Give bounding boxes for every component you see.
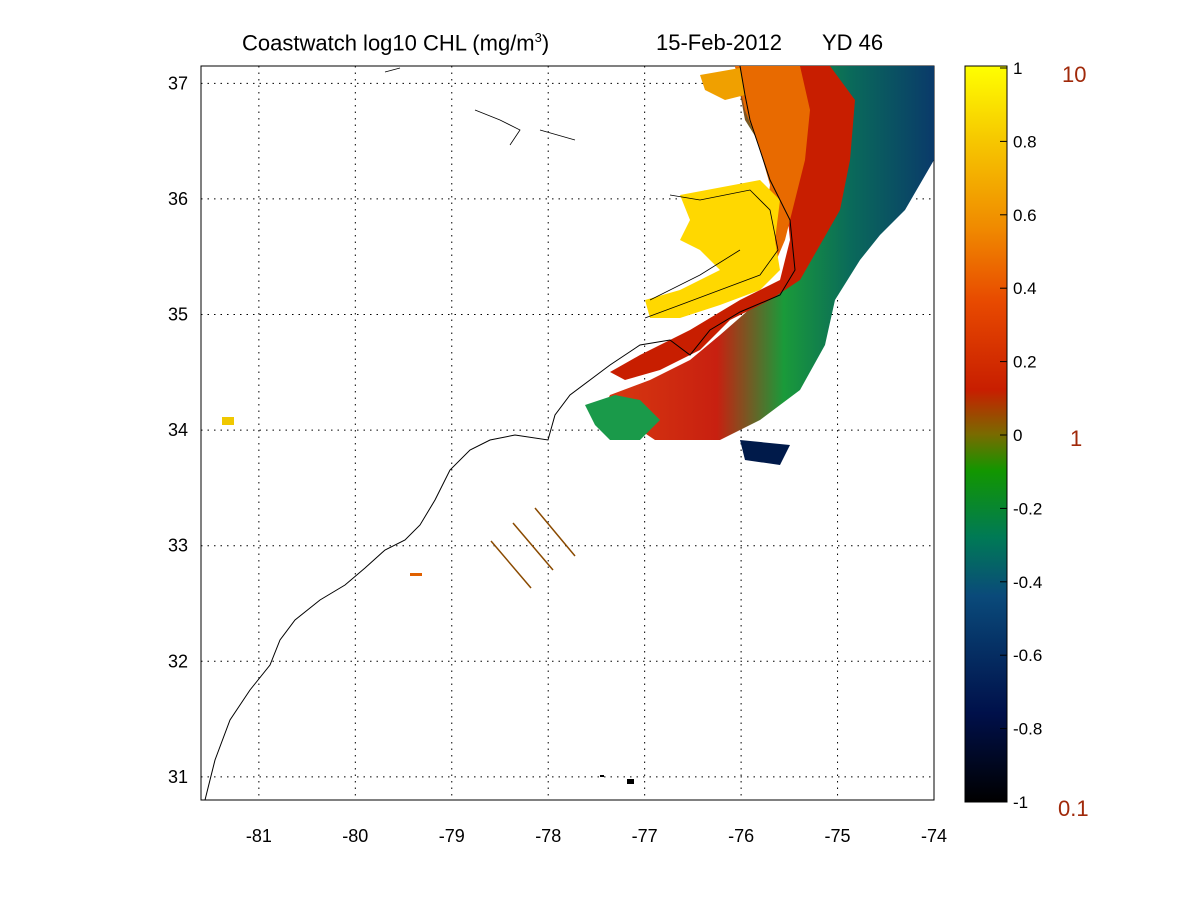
chlorophyll-imagery — [222, 66, 934, 784]
colorbar-tick-label: 0 — [1013, 426, 1022, 445]
sound-shoreline — [644, 189, 779, 319]
linear-scale-labels: 10 1 0.1 — [1058, 62, 1089, 821]
colorbar-tick-label: 0.2 — [1013, 353, 1037, 372]
colorbar-tick-label: 0.4 — [1013, 279, 1037, 298]
latitude-tick-label: 35 — [168, 305, 188, 325]
inland-water — [384, 67, 576, 146]
latitude-tick-label: 37 — [168, 73, 188, 93]
map-title: Coastwatch log10 CHL (mg/m3) — [242, 30, 549, 56]
colorbar-tick-label: 1 — [1013, 59, 1022, 78]
latitude-tick-label: 34 — [168, 420, 188, 440]
title-date: 15-Feb-2012 — [656, 30, 782, 55]
colorbar-tick-label: -0.6 — [1013, 646, 1042, 665]
title-yearday: YD 46 — [822, 30, 884, 55]
longitude-tick-label: -75 — [825, 826, 851, 846]
coastline — [204, 65, 796, 801]
longitude-tick-label: -81 — [246, 826, 272, 846]
title-text: Coastwatch log10 CHL (mg/m — [242, 30, 535, 56]
colorbar-tick-label: 0.8 — [1013, 132, 1037, 151]
longitude-tick-label: -80 — [342, 826, 368, 846]
linear-scale-label: 1 — [1070, 426, 1082, 451]
latitude-tick-label: 32 — [168, 651, 188, 671]
title-superscript: 3 — [534, 30, 542, 45]
longitude-tick-label: -76 — [728, 826, 754, 846]
title-close: ) — [541, 30, 550, 56]
longitude-tick-label: -78 — [535, 826, 561, 846]
colorbar-tick-label: -0.2 — [1013, 499, 1042, 518]
longitude-tick-label: -79 — [439, 826, 465, 846]
longitude-ticks: -81 -80 -79 -78 -77 -76 -75 -74 — [246, 826, 947, 846]
latitude-tick-label: 31 — [168, 767, 188, 787]
map-grid — [201, 66, 935, 800]
colorbar-tick-label: -1 — [1013, 793, 1028, 812]
latitude-tick-label: 33 — [168, 536, 188, 556]
colorbar — [964, 65, 1008, 803]
colorbar-ticks: 1 0.8 0.6 0.4 0.2 0 -0.2 -0.4 -0.6 -0.8 -1 — [1000, 59, 1042, 812]
latitude-tick-label: 36 — [168, 189, 188, 209]
longitude-tick-label: -77 — [632, 826, 658, 846]
colorbar-tick-label: -0.4 — [1013, 573, 1042, 592]
latitude-ticks: 31 32 33 34 35 36 37 — [168, 73, 188, 787]
colorbar-tick-label: 0.6 — [1013, 206, 1037, 225]
colorbar-tick-label: -0.8 — [1013, 720, 1042, 739]
linear-scale-label: 10 — [1062, 62, 1086, 87]
longitude-tick-label: -74 — [921, 826, 947, 846]
linear-scale-label: 0.1 — [1058, 796, 1089, 821]
